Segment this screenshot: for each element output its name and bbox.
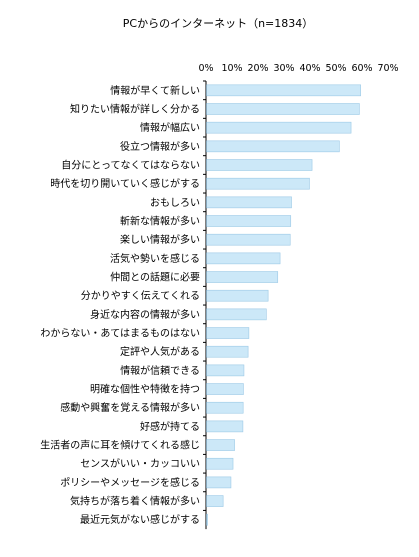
bar xyxy=(206,103,360,115)
category-label: おもしろい xyxy=(150,197,200,209)
bar xyxy=(206,345,249,358)
x-tick-label: 30% xyxy=(273,63,294,74)
category-label: 定評や人気がある xyxy=(120,345,200,358)
category-label: 最近元気がない感じがする xyxy=(80,513,200,526)
bar xyxy=(206,383,244,395)
bar xyxy=(206,289,269,302)
category-label: 楽しい情報が多い xyxy=(120,233,200,246)
bar xyxy=(206,252,281,265)
category-label: 情報が信頼できる xyxy=(120,364,200,377)
chart-title: PCからのインターネット（n=1834） xyxy=(123,17,314,30)
category-label: 分かりやすく伝えてくれる xyxy=(81,290,200,302)
category-label: 知りたい情報が詳しく分かる xyxy=(70,103,200,116)
bar xyxy=(206,327,250,339)
bar xyxy=(206,233,291,246)
category-label: 役立つ情報が多い xyxy=(120,140,200,153)
bar xyxy=(206,215,292,227)
bar xyxy=(206,121,352,134)
x-tick-label: 50% xyxy=(325,63,346,74)
bar xyxy=(206,457,234,470)
category-label: 気持ちが落ち着く情報が多い xyxy=(70,495,200,508)
category-label: 時代を切り開いていく感じがする xyxy=(50,177,200,190)
x-tick-label: 0% xyxy=(198,63,213,74)
bar xyxy=(206,401,244,414)
category-label: 生活者の声に耳を傾けてくれる感じ xyxy=(40,439,200,452)
x-tick-label: 60% xyxy=(351,63,372,74)
bar xyxy=(206,420,244,433)
category-label: 情報が早くて新しい xyxy=(110,84,200,97)
category-label: センスがいい・カッコいい xyxy=(80,457,200,470)
category-label: 斬新な情報が多い xyxy=(120,215,200,228)
x-tick-label: 40% xyxy=(299,63,320,74)
category-label: わからない・あてはまるものはない xyxy=(40,328,200,340)
category-label: 活気や勢いを感じる xyxy=(110,252,200,265)
category-label: 身近な内容の情報が多い xyxy=(90,308,200,321)
category-label: 情報が幅広い xyxy=(140,121,200,134)
x-tick-label: 10% xyxy=(221,63,242,74)
category-label: 仲間との話題に必要 xyxy=(110,271,200,284)
bar xyxy=(206,308,267,321)
category-label: 明確な個性や特徴を持つ xyxy=(90,383,200,396)
y-axis-labels: 情報が早くて新しい知りたい情報が詳しく分かる情報が幅広い役立つ情報が多い自分にと… xyxy=(40,84,200,526)
bar xyxy=(206,364,245,377)
bar xyxy=(206,177,310,190)
category-label: 自分にとってなくてはならない xyxy=(61,159,200,172)
category-label: ポリシーやメッセージを感じる xyxy=(60,476,200,489)
x-tick-label: 70% xyxy=(377,63,398,74)
bar xyxy=(206,513,208,526)
bar xyxy=(206,476,232,489)
category-label: 感動や興奮を覚える情報が多い xyxy=(60,401,200,414)
bar xyxy=(206,495,224,507)
x-tick-label: 20% xyxy=(247,63,268,74)
category-label: 好感が持てる xyxy=(140,420,200,433)
bar xyxy=(206,84,361,97)
bar xyxy=(206,196,292,209)
bar xyxy=(206,140,340,153)
plot-area xyxy=(203,80,361,530)
x-axis: 0% 10% 20% 30% 40% 50% 60% 70% xyxy=(198,63,398,74)
bar xyxy=(206,271,279,283)
bar xyxy=(206,159,313,171)
bar xyxy=(206,439,235,451)
